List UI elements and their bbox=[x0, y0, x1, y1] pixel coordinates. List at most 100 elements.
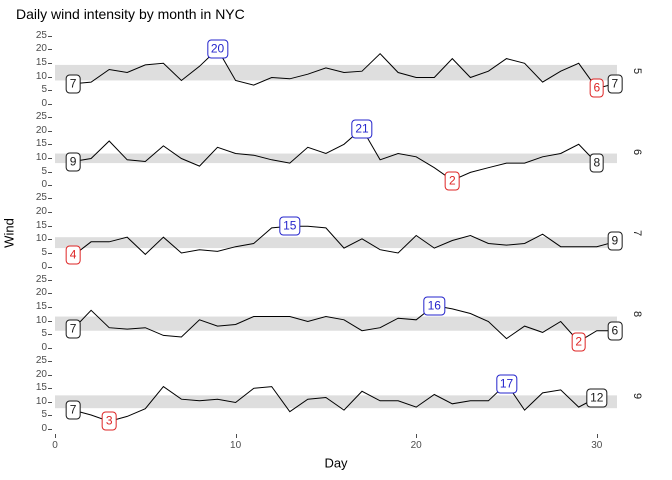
y-tick-label: 5 bbox=[41, 84, 47, 96]
x-tick-mark bbox=[416, 434, 418, 439]
x-tick-label: 0 bbox=[52, 440, 58, 452]
y-tick-label: 15 bbox=[35, 138, 47, 150]
facet-plot-area bbox=[55, 304, 617, 343]
y-tick-mark bbox=[48, 225, 52, 227]
facet-plot-area bbox=[55, 48, 617, 89]
y-tick-mark bbox=[48, 415, 52, 417]
y-tick-label: 5 bbox=[41, 165, 47, 177]
y-tick-mark bbox=[48, 334, 52, 336]
facet-strip-label: 5 bbox=[631, 67, 643, 74]
y-tick-label: 25 bbox=[35, 354, 47, 366]
y-tick-label: 25 bbox=[35, 273, 47, 285]
y-tick-mark bbox=[48, 157, 52, 159]
y-tick-mark bbox=[48, 90, 52, 92]
y-tick-mark bbox=[48, 320, 52, 322]
iqr-band bbox=[55, 64, 617, 81]
value-label-min: 6 bbox=[589, 78, 605, 98]
y-tick-label: 25 bbox=[35, 192, 47, 204]
y-tick-mark bbox=[48, 198, 52, 200]
x-axis-title: Day bbox=[324, 455, 348, 471]
x-tick-mark bbox=[55, 434, 56, 439]
facet-plot-area bbox=[55, 383, 617, 423]
chart-title: Daily wind intensity by month in NYC bbox=[16, 6, 245, 22]
value-label-last: 6 bbox=[607, 321, 623, 341]
x-tick-label: 30 bbox=[591, 440, 603, 452]
y-tick-mark bbox=[48, 211, 52, 213]
y-tick-mark bbox=[48, 347, 52, 349]
wind-line bbox=[72, 304, 615, 343]
y-tick-label: 25 bbox=[35, 29, 47, 41]
y-tick-mark bbox=[48, 117, 52, 119]
y-tick-label: 10 bbox=[35, 233, 47, 245]
y-axis-title: Wind bbox=[1, 218, 17, 248]
value-label-max: 20 bbox=[206, 39, 229, 59]
y-tick-mark bbox=[48, 49, 52, 51]
value-label-min: 4 bbox=[65, 245, 81, 265]
y-tick-label: 5 bbox=[41, 246, 47, 258]
facet-strip-label: 6 bbox=[631, 148, 643, 155]
y-tick-label: 15 bbox=[35, 382, 47, 394]
y-tick-label: 25 bbox=[35, 111, 47, 123]
y-tick-mark bbox=[48, 266, 52, 268]
value-label-min: 3 bbox=[101, 411, 117, 431]
y-tick-mark bbox=[48, 171, 52, 173]
y-tick-mark bbox=[48, 185, 52, 187]
y-tick-label: 20 bbox=[35, 43, 47, 55]
y-tick-mark bbox=[48, 35, 52, 37]
y-tick-label: 0 bbox=[41, 423, 47, 435]
value-label-last: 7 bbox=[607, 74, 623, 94]
value-label-first: 7 bbox=[65, 400, 81, 420]
value-label-max: 15 bbox=[279, 216, 301, 236]
x-tick-label: 20 bbox=[410, 440, 422, 452]
y-tick-label: 10 bbox=[35, 70, 47, 82]
iqr-band bbox=[55, 316, 617, 331]
facet-panel-month-9: 0 5 10 15 20 25 7 3 17 12 bbox=[36, 355, 617, 434]
y-tick-mark bbox=[48, 360, 52, 362]
value-label-first: 7 bbox=[65, 74, 81, 94]
y-tick-mark bbox=[48, 63, 52, 64]
wind-line bbox=[72, 225, 616, 256]
x-tick-label: 10 bbox=[230, 440, 242, 452]
facet-panel-month-7: 0 5 10 15 20 25 4 15 9 bbox=[36, 192, 623, 272]
value-label-first: 9 bbox=[65, 152, 81, 172]
y-tick-mark bbox=[48, 239, 52, 241]
wind-line bbox=[73, 48, 616, 89]
y-tick-label: 0 bbox=[41, 341, 47, 353]
y-tick-label: 0 bbox=[41, 260, 47, 272]
value-label-max: 16 bbox=[423, 296, 445, 316]
y-tick-mark bbox=[48, 103, 52, 105]
value-label-last: 8 bbox=[589, 153, 605, 173]
facet-panel-month-5: 0 5 10 15 20 25 7 20 6 7 bbox=[36, 30, 623, 109]
iqr-band bbox=[55, 395, 617, 409]
value-label-min: 2 bbox=[571, 332, 587, 352]
y-tick-label: 15 bbox=[35, 57, 47, 68]
value-label-first: 7 bbox=[65, 319, 81, 339]
facet-panel-month-6: 0 5 10 15 20 25 9 21 2 8 bbox=[36, 111, 617, 191]
value-label-max: 21 bbox=[351, 119, 373, 139]
facet-plot-area bbox=[55, 128, 617, 182]
y-tick-mark bbox=[48, 279, 52, 281]
y-tick-label: 10 bbox=[35, 151, 47, 163]
y-tick-label: 15 bbox=[35, 219, 47, 231]
y-tick-label: 15 bbox=[35, 300, 47, 312]
y-tick-mark bbox=[48, 374, 52, 376]
y-tick-label: 20 bbox=[35, 205, 47, 217]
value-label-min: 2 bbox=[444, 171, 460, 191]
y-tick-mark bbox=[48, 252, 52, 254]
y-tick-label: 5 bbox=[41, 409, 47, 421]
wind-line bbox=[73, 128, 598, 182]
y-tick-mark bbox=[48, 388, 52, 390]
x-tick-mark bbox=[235, 434, 237, 439]
y-tick-mark bbox=[48, 144, 52, 146]
y-tick-label: 20 bbox=[35, 124, 47, 136]
y-tick-label: 20 bbox=[35, 287, 47, 299]
y-tick-mark bbox=[48, 401, 52, 403]
y-tick-mark bbox=[48, 76, 52, 78]
y-tick-label: 0 bbox=[41, 179, 47, 191]
iqr-band bbox=[55, 153, 617, 164]
x-tick-mark bbox=[596, 434, 598, 439]
facet-plot-area bbox=[55, 225, 617, 256]
facet-strip-label: 8 bbox=[631, 311, 643, 318]
value-label-max: 17 bbox=[495, 374, 518, 394]
